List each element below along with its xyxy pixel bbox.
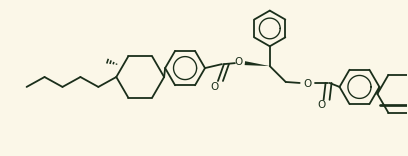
Text: O: O: [235, 57, 243, 67]
Text: O: O: [211, 82, 219, 92]
Polygon shape: [245, 61, 270, 66]
Text: O: O: [304, 79, 312, 89]
Text: O: O: [317, 100, 326, 110]
